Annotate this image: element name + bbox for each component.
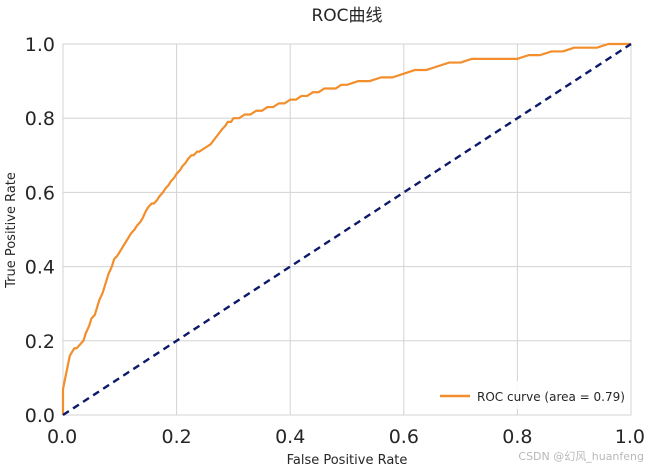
y-tick-label: 0.8 xyxy=(25,108,55,130)
x-tick-label: 0.0 xyxy=(47,426,77,448)
y-tick-label: 0.4 xyxy=(25,257,55,279)
series-layer xyxy=(61,42,632,417)
grid xyxy=(62,43,632,416)
legend: ROC curve (area = 0.79) xyxy=(432,381,626,409)
legend-label-roc: ROC curve (area = 0.79) xyxy=(477,390,625,404)
x-tick-label: 0.8 xyxy=(502,426,532,448)
y-tick-labels: 0.0 0.2 0.4 0.6 0.8 1.0 xyxy=(25,34,55,427)
watermark: CSDN @幻风_huanfeng xyxy=(518,450,644,463)
x-tick-label: 0.6 xyxy=(389,426,419,448)
y-tick-label: 0.0 xyxy=(25,405,55,427)
x-tick-label: 0.2 xyxy=(161,426,191,448)
roc-curve-line xyxy=(61,42,631,415)
y-tick-label: 0.2 xyxy=(25,331,55,353)
plot-frame xyxy=(62,43,632,416)
y-tick-label: 1.0 xyxy=(25,34,55,56)
chance-diagonal-line xyxy=(62,42,632,417)
x-tick-label: 0.4 xyxy=(275,426,305,448)
x-tick-label: 1.0 xyxy=(615,426,645,448)
x-axis-label: False Positive Rate xyxy=(287,453,408,468)
x-tick-labels: 0.0 0.2 0.4 0.6 0.8 1.0 xyxy=(47,426,645,448)
chart-title: ROC曲线 xyxy=(311,6,382,26)
y-axis-label: True Positive Rate xyxy=(4,172,19,289)
y-tick-label: 0.6 xyxy=(25,182,55,204)
